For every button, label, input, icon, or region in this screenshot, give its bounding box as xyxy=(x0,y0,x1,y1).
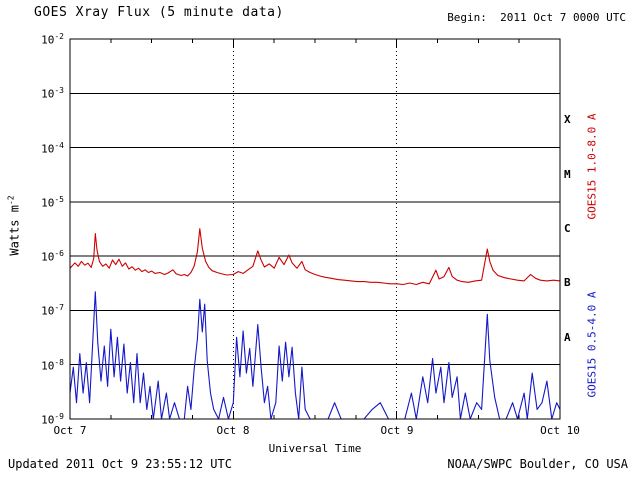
begin-timestamp: Begin: 2011 Oct 7 0000 UTC xyxy=(447,11,626,24)
y-tick-exponent: -9 xyxy=(54,412,64,421)
y-tick-exponent: -7 xyxy=(54,303,64,312)
series-label-long: GOES15 1.0-8.0 A xyxy=(585,113,599,220)
y-tick-exponent: -3 xyxy=(54,86,64,95)
x-axis-title: Universal Time xyxy=(268,442,362,455)
x-tick-label: Oct 9 xyxy=(380,424,414,437)
y-axis-label: Watts m-2 xyxy=(7,166,22,286)
updated-timestamp: Updated 2011 Oct 9 23:55:12 UTC xyxy=(8,457,232,471)
y-tick-exponent: -2 xyxy=(54,32,64,41)
xray-long-series-path xyxy=(69,228,561,286)
plot-frame xyxy=(69,38,561,420)
flare-class-letter-m: M xyxy=(564,168,571,181)
y-tick-base: 10 xyxy=(41,413,55,427)
y-tick-label: 10-3 xyxy=(18,86,64,101)
y-tick-base: 10 xyxy=(41,196,55,210)
y-axis-label-exponent: -2 xyxy=(6,195,16,206)
flare-class-letter-a: A xyxy=(564,331,571,344)
y-tick-label: 10-7 xyxy=(18,303,64,318)
y-tick-base: 10 xyxy=(41,87,55,101)
y-tick-exponent: -5 xyxy=(54,195,64,204)
y-tick-label: 10-2 xyxy=(18,32,64,47)
x-tick-label: Oct 10 xyxy=(540,424,580,437)
flare-class-letter-c: C xyxy=(564,222,571,235)
xray-short-series-path xyxy=(69,291,561,420)
y-tick-base: 10 xyxy=(41,33,55,47)
y-tick-base: 10 xyxy=(41,250,55,264)
y-tick-label: 10-5 xyxy=(18,195,64,210)
credit-text: NOAA/SWPC Boulder, CO USA xyxy=(447,457,628,471)
x-tick-label: Oct 7 xyxy=(53,424,87,437)
y-tick-exponent: -6 xyxy=(54,249,64,258)
y-tick-exponent: -8 xyxy=(54,358,64,367)
y-tick-label: 10-4 xyxy=(18,141,64,156)
y-tick-label: 10-9 xyxy=(18,412,64,427)
chart-title: GOES Xray Flux (5 minute data) xyxy=(34,5,284,20)
y-tick-base: 10 xyxy=(41,142,55,156)
y-tick-base: 10 xyxy=(41,359,55,373)
y-tick-exponent: -4 xyxy=(54,141,64,150)
flare-class-letter-x: X xyxy=(564,113,571,126)
y-tick-base: 10 xyxy=(41,304,55,318)
x-tick-label: Oct 8 xyxy=(216,424,250,437)
y-tick-label: 10-6 xyxy=(18,249,64,264)
y-tick-label: 10-8 xyxy=(18,358,64,373)
series-label-short: GOES15 0.5-4.0 A xyxy=(585,291,599,398)
flare-class-letter-b: B xyxy=(564,276,571,289)
